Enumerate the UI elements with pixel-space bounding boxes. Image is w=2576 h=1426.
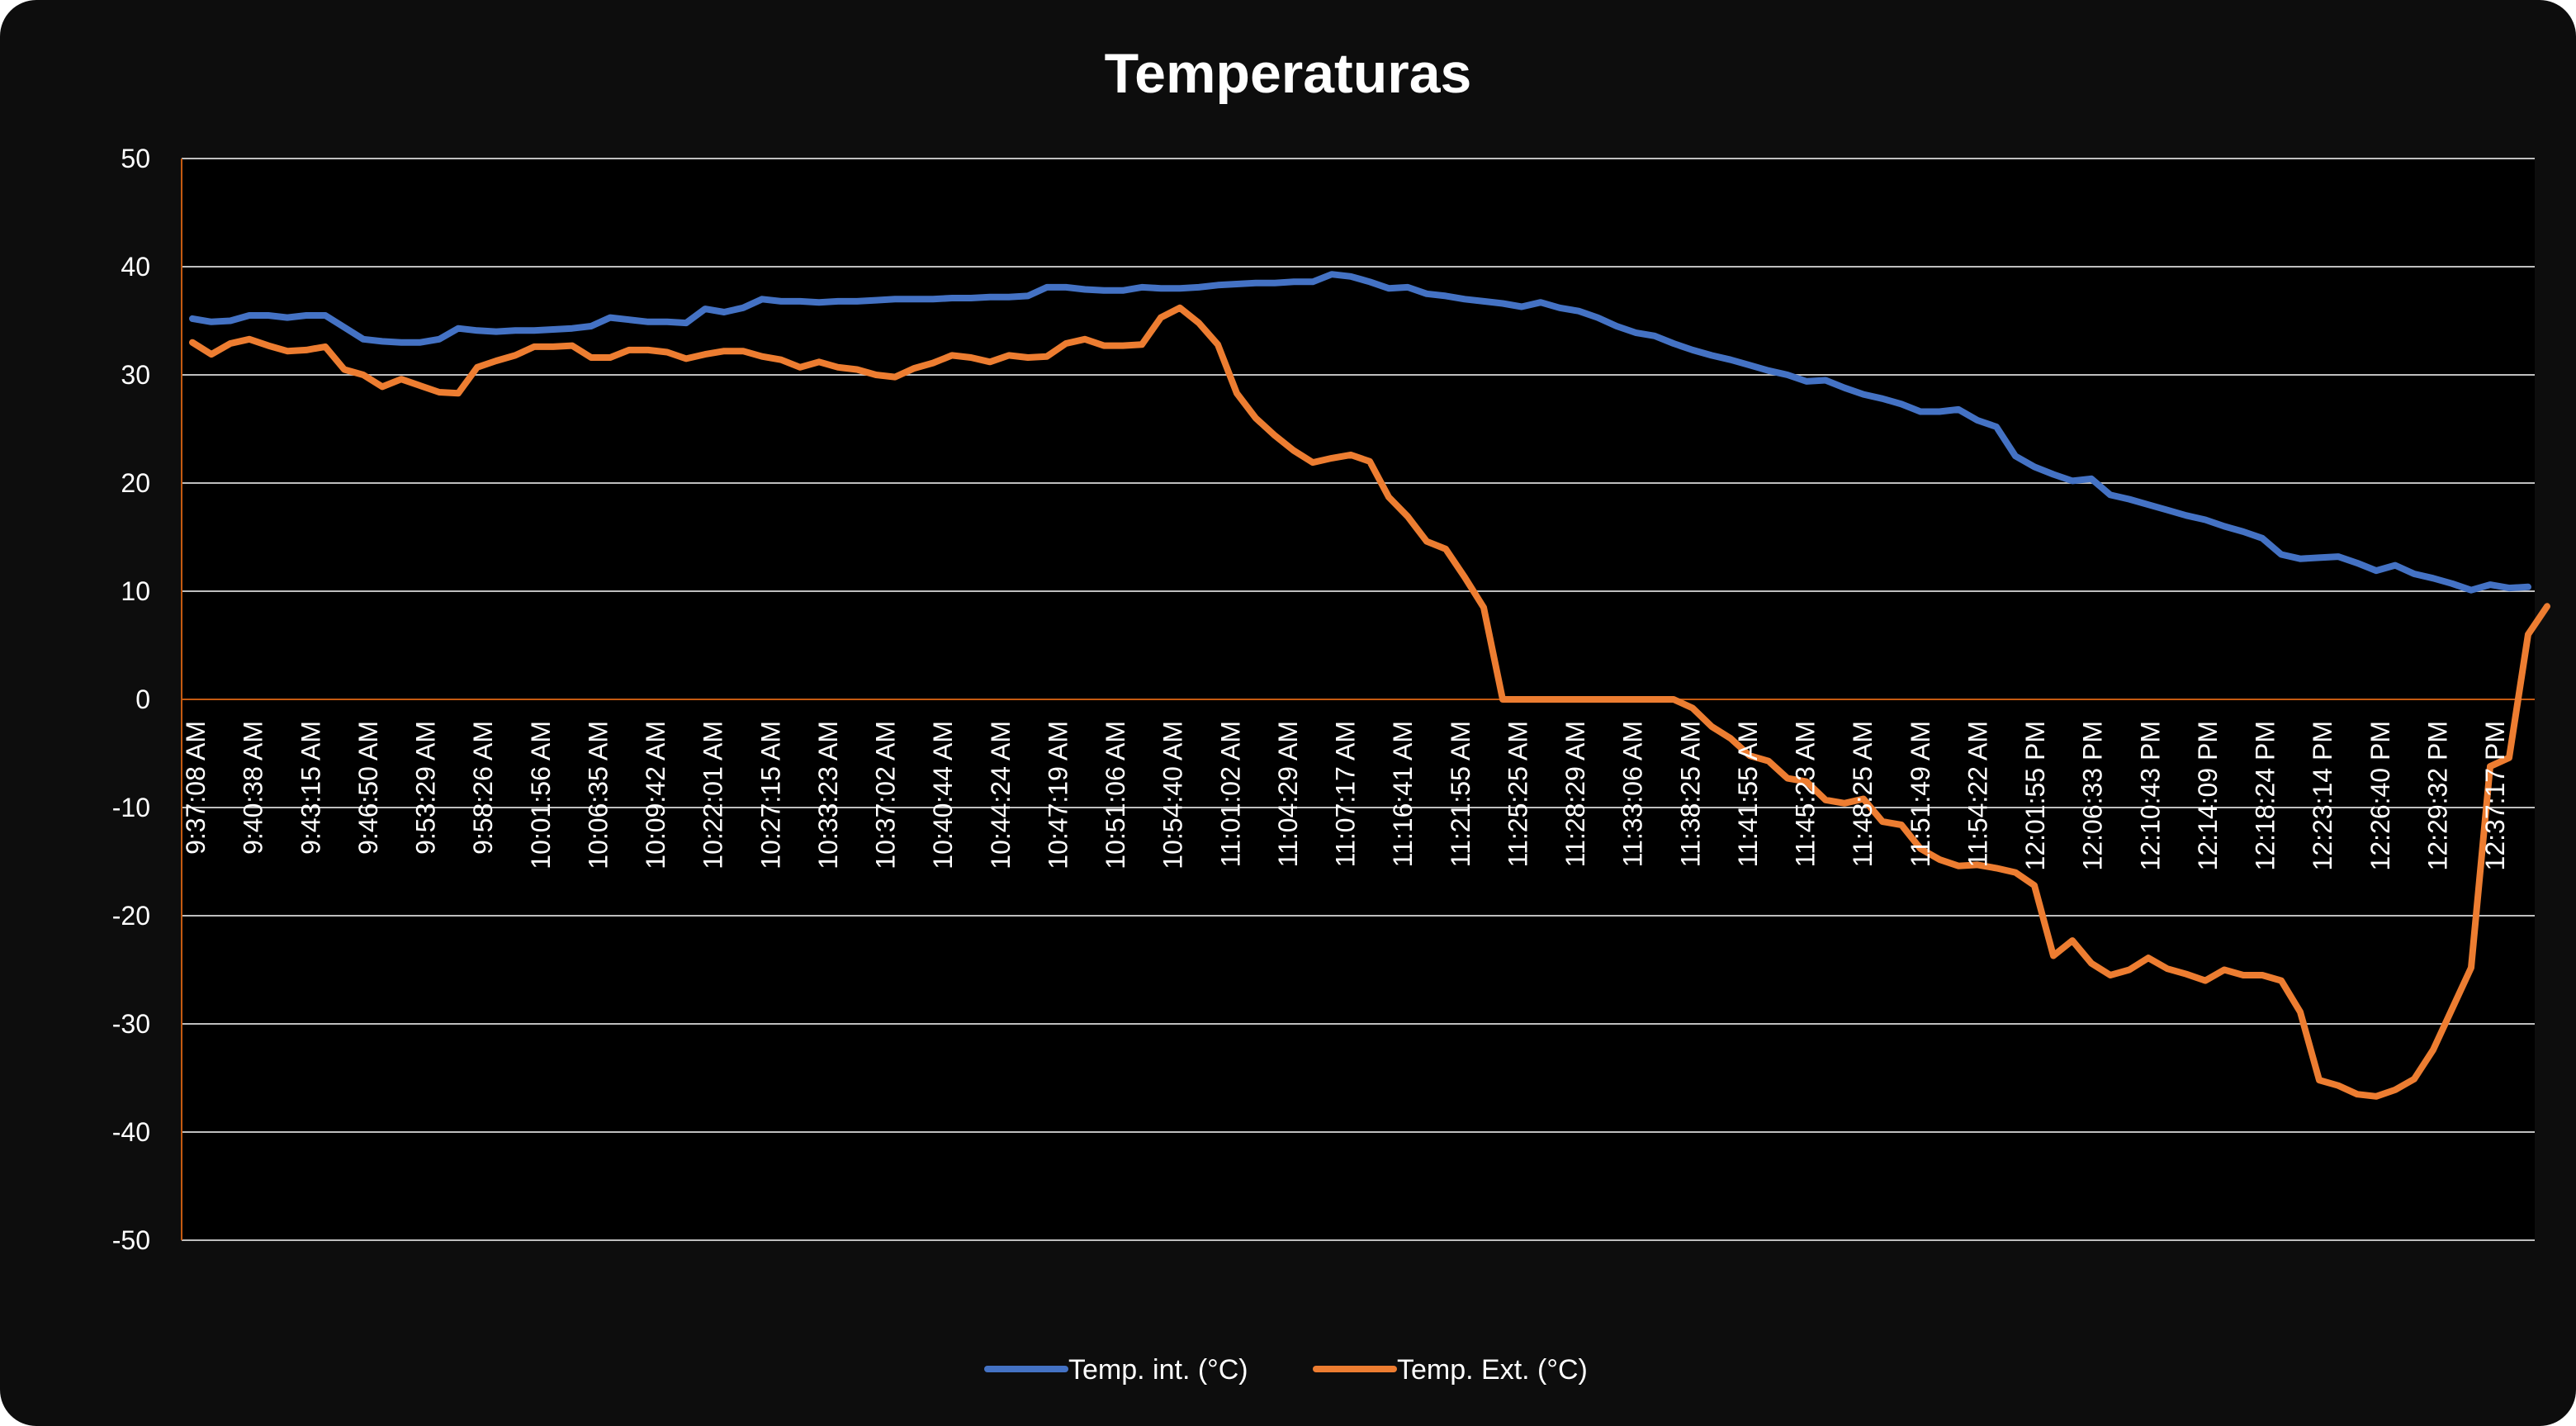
grid-lines: [181, 158, 2535, 1241]
legend-label-temp-int: Temp. int. (°C): [1068, 1354, 1248, 1386]
x-tick-label: 10:09:42 AM: [641, 721, 670, 869]
x-tick-label: 10:47:19 AM: [1043, 721, 1073, 869]
chart-title: Temperaturas: [1105, 42, 1472, 105]
x-tick-label: 9:37:08 AM: [181, 721, 211, 855]
y-tick-label: -30: [112, 1009, 150, 1039]
x-axis-ticks: 9:37:08 AM 9:40:38 AM 9:43:15 AM 9:46:50 AM…: [181, 721, 2510, 870]
x-tick-label: 11:04:29 AM: [1273, 721, 1303, 867]
x-tick-label: 11:51:49 AM: [1906, 721, 1935, 867]
y-tick-label: 30: [121, 360, 150, 390]
y-tick-label: 0: [135, 685, 150, 714]
x-tick-label: 11:25:25 AM: [1503, 721, 1532, 867]
series-line-temp-ext: [189, 304, 2550, 1100]
x-tick-label: 12:23:14 PM: [2308, 721, 2337, 870]
legend-label-temp-ext: Temp. Ext. (°C): [1397, 1354, 1588, 1386]
x-tick-label: 12:26:40 PM: [2365, 721, 2395, 870]
x-tick-label: 10:40:44 AM: [928, 721, 958, 869]
y-tick-label: 20: [121, 468, 150, 498]
x-tick-label: 9:53:29 AM: [411, 721, 441, 855]
x-tick-label: 12:37:17 PM: [2480, 721, 2510, 870]
x-tick-label: 11:38:25 AM: [1675, 721, 1705, 867]
series-lines: [189, 271, 2550, 1100]
x-tick-label: 9:46:50 AM: [353, 721, 383, 855]
x-tick-label: 10:33:23 AM: [813, 721, 843, 869]
x-tick-label: 10:01:56 AM: [526, 721, 556, 869]
x-tick-label: 11:07:17 AM: [1331, 721, 1361, 867]
y-tick-label: 50: [121, 144, 150, 173]
x-tick-label: 9:40:38 AM: [239, 721, 268, 855]
x-tick-label: 12:06:33 PM: [2078, 721, 2108, 870]
x-tick-label: 11:48:25 AM: [1848, 721, 1878, 867]
series-line-temp-int: [189, 271, 2531, 594]
y-tick-label: 10: [121, 576, 150, 606]
x-tick-label: 11:54:22 AM: [1963, 721, 1992, 867]
x-tick-label: 10:06:35 AM: [583, 721, 613, 869]
x-tick-label: 12:18:24 PM: [2251, 721, 2280, 870]
x-tick-label: 12:01:55 PM: [2020, 721, 2050, 870]
y-tick-label: -10: [112, 793, 150, 822]
x-tick-label: 10:44:24 AM: [986, 721, 1016, 869]
x-tick-label: 10:54:40 AM: [1158, 721, 1188, 869]
x-tick-label: 11:28:29 AM: [1560, 721, 1590, 867]
x-tick-label: 11:21:55 AM: [1446, 721, 1475, 867]
x-tick-label: 10:37:02 AM: [871, 721, 901, 869]
y-axis-ticks: 50 40 30 20 10 0 -10 -20 -30 -40 -50: [112, 144, 150, 1255]
x-tick-label: 10:51:06 AM: [1101, 721, 1130, 869]
x-tick-label: 12:14:09 PM: [2193, 721, 2223, 870]
x-tick-label: 9:58:26 AM: [468, 721, 498, 855]
y-tick-label: 40: [121, 252, 150, 282]
x-tick-label: 10:27:15 AM: [755, 721, 785, 869]
x-tick-label: 12:29:32 PM: [2422, 721, 2452, 870]
legend: Temp. int. (°C) Temp. Ext. (°C): [984, 1354, 1588, 1386]
x-tick-label: 11:01:02 AM: [1215, 721, 1245, 867]
x-tick-label: 10:22:01 AM: [698, 721, 728, 869]
x-tick-label: 9:43:15 AM: [296, 721, 325, 855]
y-tick-label: -40: [112, 1117, 150, 1147]
y-tick-label: -20: [112, 901, 150, 931]
x-tick-label: 11:16:41 AM: [1388, 721, 1418, 867]
x-tick-label: 11:33:06 AM: [1618, 721, 1648, 867]
x-tick-label: 11:41:55 AM: [1733, 721, 1763, 867]
y-tick-label: -50: [112, 1225, 150, 1255]
x-tick-label: 12:10:43 PM: [2135, 721, 2165, 870]
x-tick-label: 11:45:23 AM: [1791, 721, 1821, 867]
